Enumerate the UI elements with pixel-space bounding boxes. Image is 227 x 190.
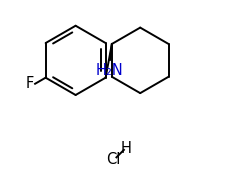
Text: F: F — [26, 76, 34, 91]
Text: H₂N: H₂N — [95, 63, 122, 78]
Text: H: H — [120, 141, 131, 156]
Text: Cl: Cl — [105, 152, 120, 167]
